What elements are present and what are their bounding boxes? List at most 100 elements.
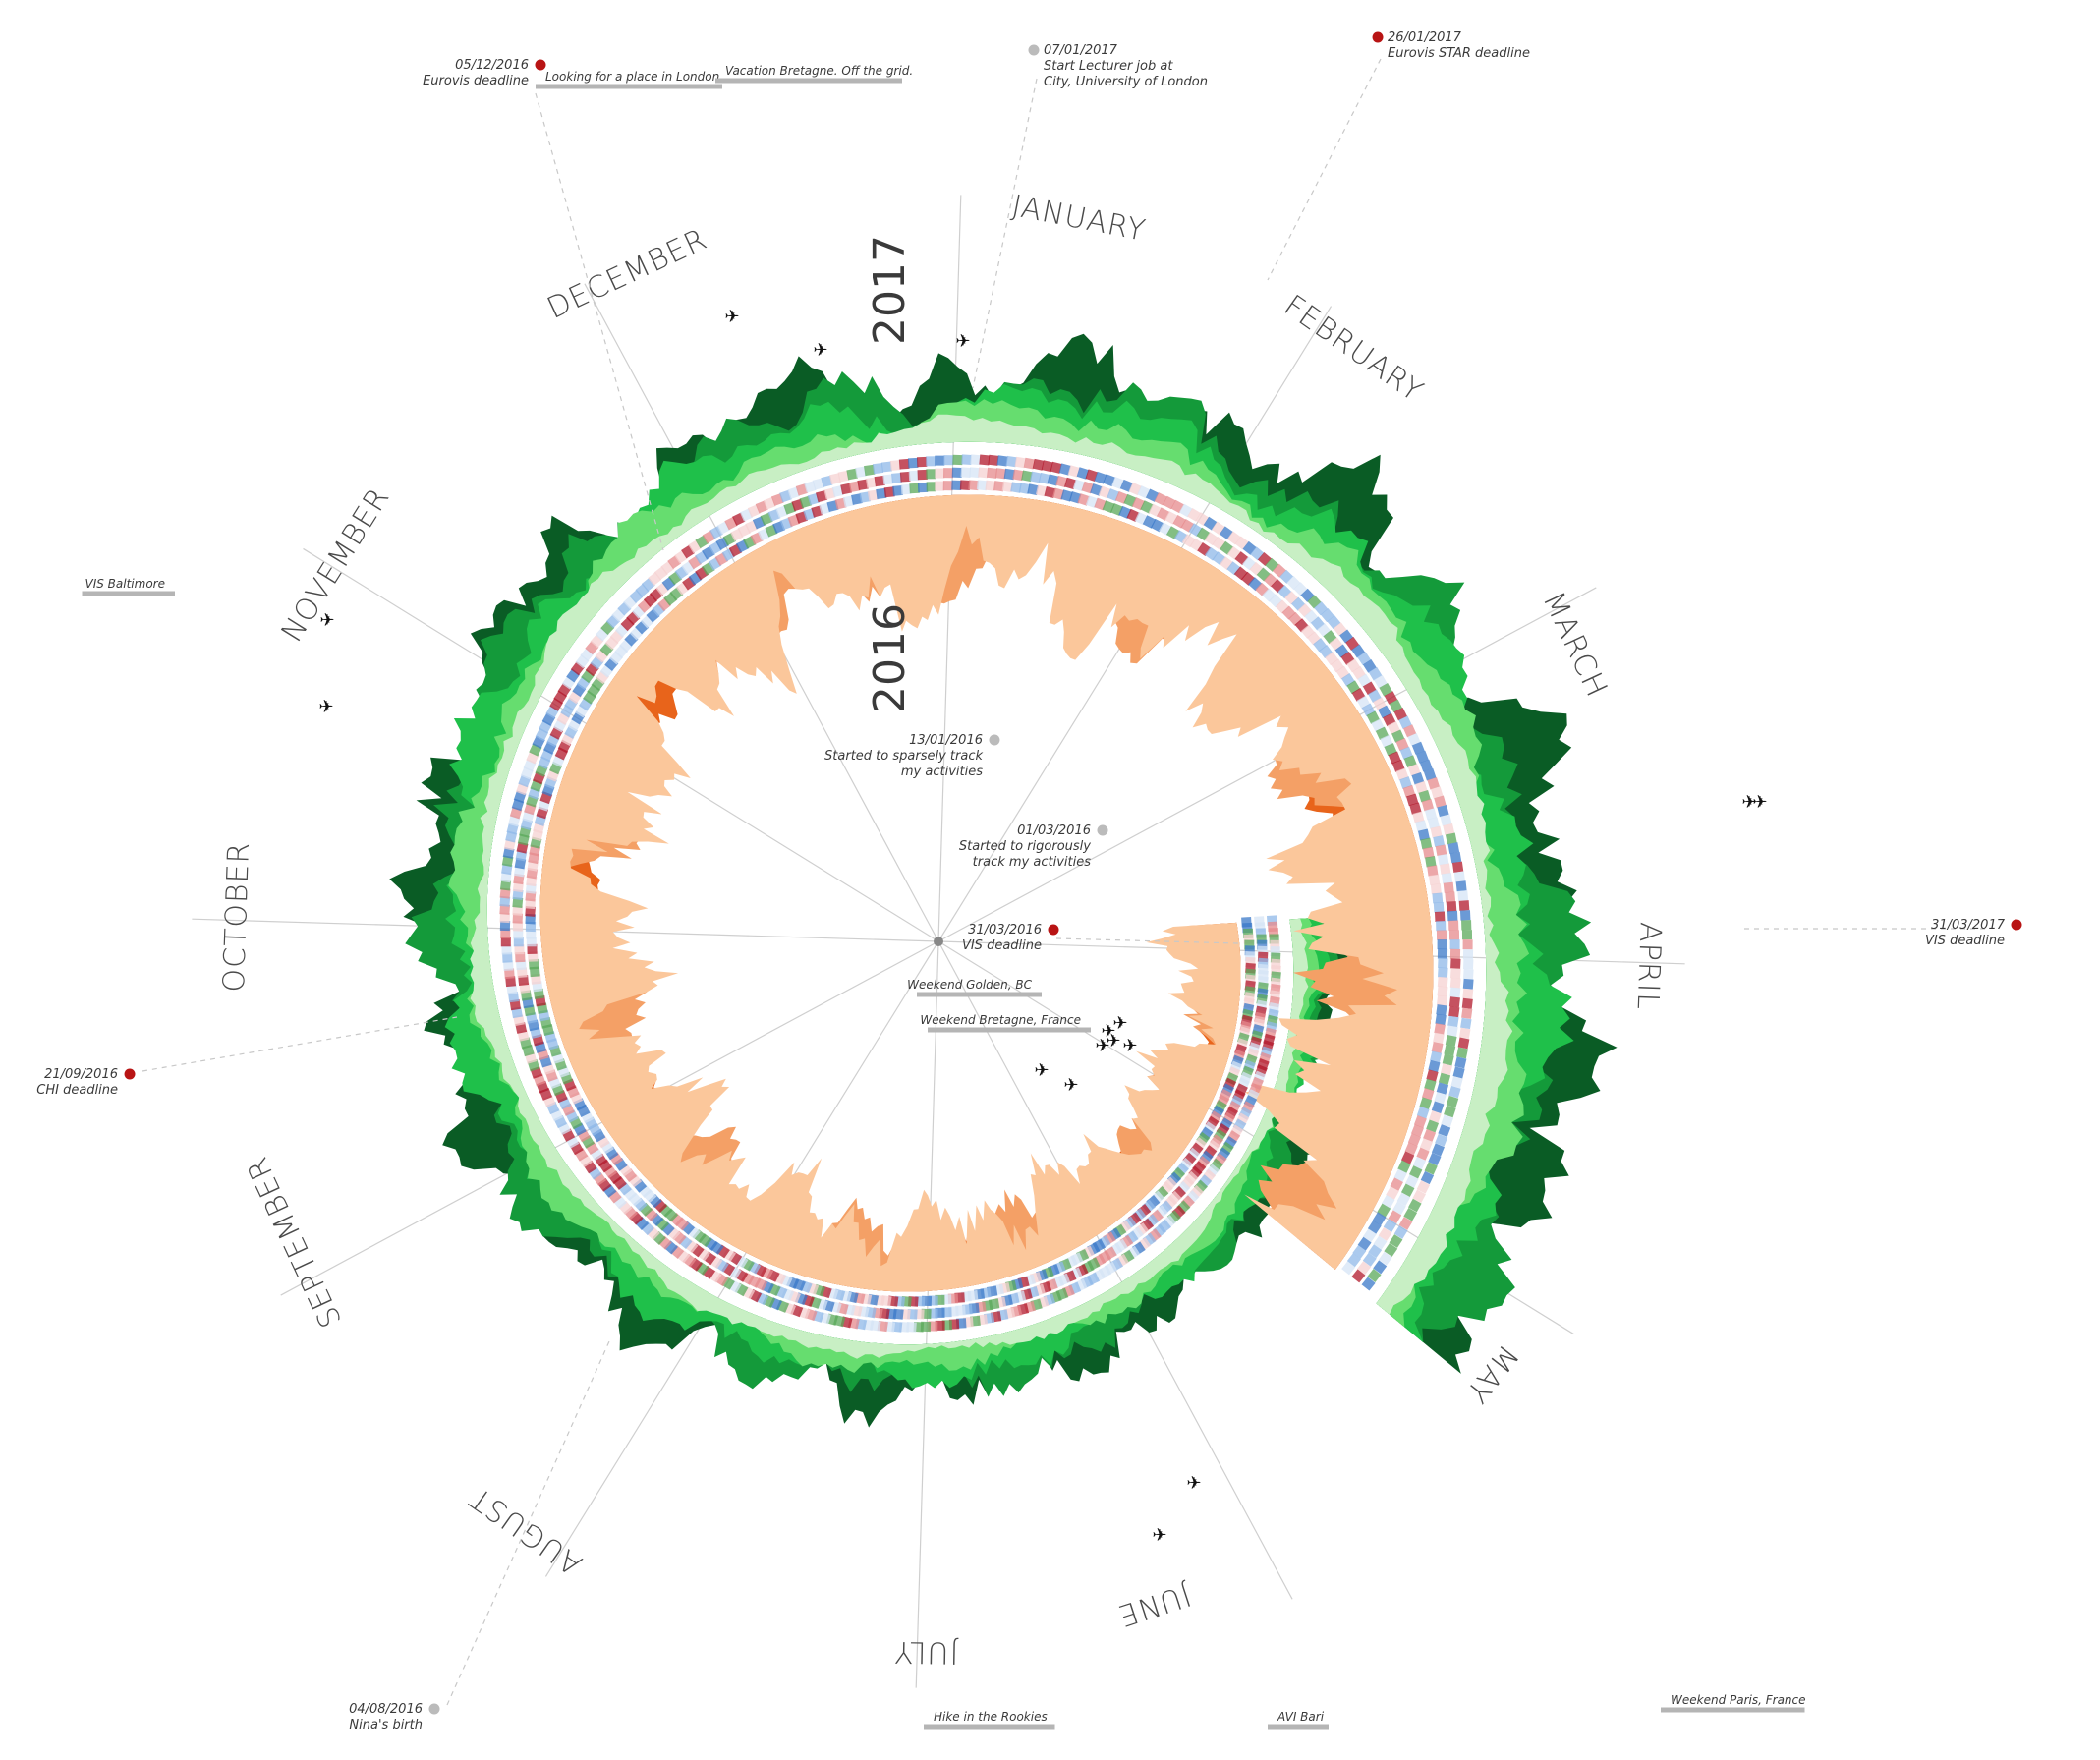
airplane-icon: ✈ xyxy=(1112,1013,1127,1034)
heatmap-cell xyxy=(1035,484,1048,497)
heatmap-cell xyxy=(1408,1198,1422,1213)
event-title: Nina's birth xyxy=(349,1718,423,1732)
heatmap-cell xyxy=(1407,732,1421,747)
daily-heatmap-ring xyxy=(499,454,1474,1333)
heatmap-cell xyxy=(1450,958,1461,969)
heatmap-cell xyxy=(1429,874,1441,885)
heatmap-cell xyxy=(1438,1072,1451,1086)
heatmap-cell xyxy=(1085,469,1099,483)
heatmap-cell xyxy=(1412,1189,1426,1204)
heatmap-cell xyxy=(1441,873,1453,884)
month-label: DECEMBER xyxy=(542,222,713,326)
heatmap-cell xyxy=(1386,1186,1399,1200)
heatmap-cell xyxy=(1064,477,1077,490)
heatmap-cell xyxy=(1430,1050,1443,1063)
heatmap-cell xyxy=(1392,1201,1406,1216)
month-label: JULY xyxy=(893,1634,958,1670)
heatmap-cell xyxy=(1452,1066,1465,1079)
heatmap-cell xyxy=(1430,825,1443,838)
heatmap-cell xyxy=(505,976,517,988)
period-event: Weekend Golden, BC xyxy=(907,978,1042,997)
event-title: VIS deadline xyxy=(1925,934,2005,948)
heatmap-cell xyxy=(1411,1124,1424,1138)
heatmap-cell xyxy=(1398,1217,1413,1230)
heatmap-cell xyxy=(1393,708,1407,721)
heatmap-cell xyxy=(1415,820,1428,832)
heatmap-cell xyxy=(815,489,828,503)
heatmap-cell xyxy=(1461,997,1473,1009)
event-title: Start Lecturer job at xyxy=(1044,59,1173,74)
heatmap-cell xyxy=(499,887,511,899)
heatmap-cell xyxy=(926,456,936,467)
heatmap-cell xyxy=(502,952,513,963)
year-label: 2016 xyxy=(865,603,915,713)
heatmap-cell xyxy=(1362,1252,1377,1267)
heatmap-cell xyxy=(874,475,885,487)
heatmap-cell xyxy=(1424,1078,1437,1092)
period-event: Hike in the Rookies xyxy=(924,1710,1055,1730)
heatmap-cell xyxy=(1412,811,1425,823)
event-leader xyxy=(446,1340,610,1706)
period-event: Weekend Bretagne, France xyxy=(920,1013,1091,1033)
heatmap-cell xyxy=(1447,842,1460,854)
heatmap-cell xyxy=(840,483,852,495)
month-label: OCTOBER xyxy=(217,841,256,993)
heatmap-cell xyxy=(507,992,520,1003)
heatmap-cell xyxy=(1437,986,1448,997)
heatmap-cell xyxy=(1424,1162,1438,1175)
heatmap-cell xyxy=(1058,463,1071,476)
heatmap-cell xyxy=(1447,1025,1458,1037)
heatmap-cell xyxy=(1391,759,1405,772)
heatmap-cell xyxy=(1456,1047,1468,1059)
heatmap-cell xyxy=(1384,1242,1398,1257)
heatmap-cell xyxy=(935,481,945,491)
heatmap-cell xyxy=(1023,457,1036,470)
month-label: MARCH xyxy=(1536,587,1615,703)
heatmap-cell xyxy=(1436,1004,1447,1016)
heatmap-cell xyxy=(831,484,844,497)
heatmap-cell xyxy=(1396,1192,1411,1207)
heatmap-cell xyxy=(812,478,824,490)
event-title: City, University of London xyxy=(1044,75,1208,89)
heatmap-cell xyxy=(1415,750,1429,764)
heatmap-cell xyxy=(1357,1261,1372,1276)
event-title: CHI deadline xyxy=(36,1083,118,1098)
heatmap-cell xyxy=(1427,777,1440,790)
heatmap-cell xyxy=(1428,1152,1442,1166)
airplane-icon: ✈ xyxy=(1152,1525,1166,1546)
month-label: APRIL xyxy=(1630,922,1668,1011)
heatmap-cell xyxy=(1409,802,1422,815)
heatmap-cell xyxy=(1431,1042,1444,1053)
heatmap-cell xyxy=(1407,1133,1421,1147)
heatmap-cell xyxy=(1372,1212,1387,1226)
heatmap-cell xyxy=(988,454,999,466)
heatmap-cell xyxy=(1460,1017,1472,1030)
event-date: 31/03/2017 xyxy=(1931,918,2006,933)
heatmap-cell xyxy=(1434,1091,1447,1105)
heatmap-cell xyxy=(976,480,988,491)
heatmap-cell xyxy=(883,486,895,498)
heatmap-cell xyxy=(837,470,850,483)
heatmap-cell xyxy=(864,464,876,477)
center-dot xyxy=(934,937,943,946)
heatmap-cell xyxy=(514,944,525,955)
period-label: Weekend Bretagne, France xyxy=(920,1013,1081,1027)
heatmap-cell xyxy=(1388,751,1401,765)
period-label: Vacation Bretagne. Off the grid. xyxy=(725,64,913,78)
event-marker xyxy=(1372,31,1384,43)
heatmap-cell xyxy=(1403,755,1417,768)
heatmap-cell xyxy=(1021,470,1033,483)
airplane-icon: ✈ xyxy=(1186,1473,1201,1494)
period-event: Vacation Bretagne. Off the grid. xyxy=(715,64,913,84)
heatmap-cell xyxy=(970,454,982,466)
heatmap-cell xyxy=(891,472,902,483)
heatmap-cell xyxy=(1432,892,1444,904)
heatmap-cell xyxy=(996,455,1008,467)
heatmap-cell xyxy=(892,484,904,496)
heatmap-cell xyxy=(1430,786,1444,799)
heatmap-cell xyxy=(1412,1156,1427,1170)
heatmap-cell xyxy=(804,481,817,493)
heatmap-cell xyxy=(1463,968,1474,980)
heatmap-cell xyxy=(1027,483,1040,496)
